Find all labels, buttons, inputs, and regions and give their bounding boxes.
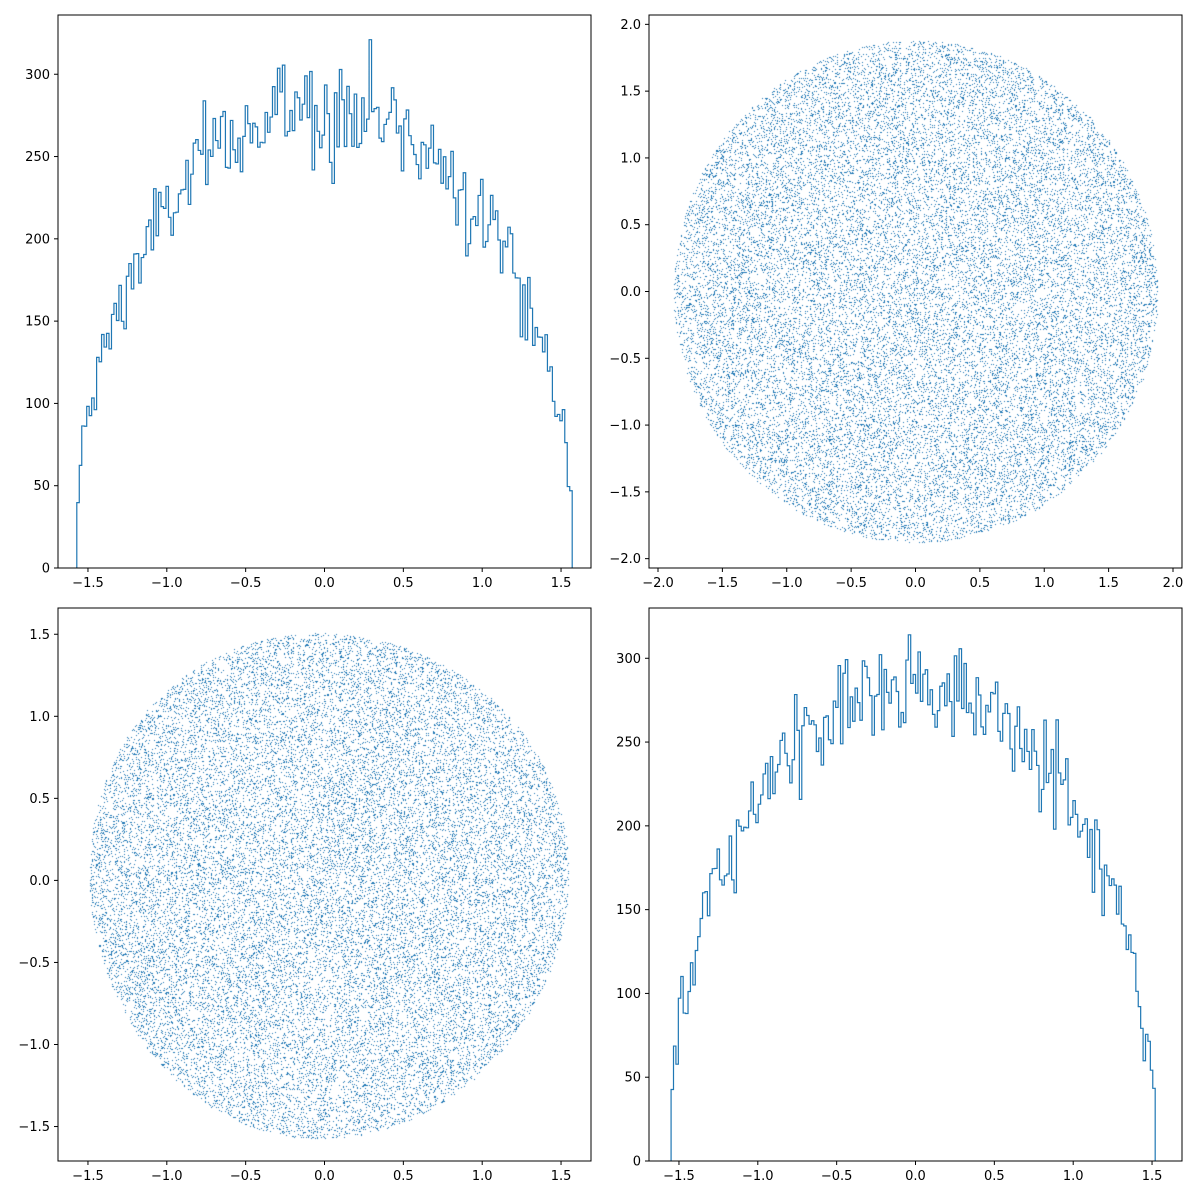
y-axis-ticks: −1.5 −1.0 −0.5 0.0 0.5 1.0 1.5 [18, 628, 58, 1135]
y-tick-label: 100 [616, 987, 641, 1002]
y-tick-label: −2.0 [609, 552, 641, 567]
x-tick-label: 1.0 [1034, 576, 1055, 591]
histogram-step-line [76, 39, 573, 568]
y-tick-label: −1.0 [609, 419, 641, 434]
y-tick-label: 0.5 [29, 792, 50, 807]
y-tick-label: 0.0 [620, 285, 641, 300]
y-tick-label: 1.5 [620, 85, 641, 100]
y-tick-label: 1.5 [29, 628, 50, 643]
y-tick-label: 300 [25, 68, 50, 83]
y-tick-label: 1.0 [29, 710, 50, 725]
y-tick-label: 0.0 [29, 874, 50, 889]
y-tick-label: 150 [25, 315, 50, 330]
y-tick-label: 150 [616, 903, 641, 918]
x-tick-label: 1.5 [1142, 1169, 1163, 1184]
x-axis-ticks: −1.5 −1.0 −0.5 0.0 0.5 1.0 1.5 [72, 1161, 571, 1184]
plot-area [58, 608, 591, 1161]
x-tick-label: 0.0 [314, 1169, 335, 1184]
y-tick-label: 2.0 [620, 18, 641, 33]
histogram-panel-top-left: −1.5 −1.0 −0.5 0.0 0.5 1.0 1.5 0 50 100 150 200 250… [25, 14, 592, 591]
y-tick-label: 250 [25, 150, 50, 165]
plot-area [76, 39, 573, 568]
y-tick-label: 50 [624, 1071, 641, 1086]
x-tick-label: −1.5 [707, 576, 739, 591]
x-tick-label: 0.5 [393, 576, 414, 591]
x-axis-ticks: −2.0 −1.5 −1.0 −0.5 0.0 0.5 1.0 1.5 2.0 [642, 568, 1183, 591]
y-tick-label: 200 [616, 819, 641, 834]
y-axis-ticks: 0 50 100 150 200 250 300 [25, 68, 58, 577]
x-tick-label: 1.5 [551, 1169, 572, 1184]
scatter-point-cloud [649, 15, 1182, 568]
x-axis-ticks: −1.5 −1.0 −0.5 0.0 0.5 1.0 1.5 [72, 568, 571, 591]
y-tick-label: 300 [616, 652, 641, 667]
y-tick-label: −1.5 [609, 485, 641, 500]
x-tick-label: −1.0 [742, 1169, 774, 1184]
x-tick-label: −1.0 [151, 1169, 183, 1184]
y-tick-label: 50 [33, 479, 50, 494]
x-tick-label: −0.5 [835, 576, 867, 591]
x-tick-label: 0.0 [314, 576, 335, 591]
y-tick-label: 100 [25, 397, 50, 412]
x-tick-label: −1.5 [72, 1169, 104, 1184]
x-tick-label: 0.0 [905, 576, 926, 591]
y-tick-label: −1.5 [18, 1120, 50, 1135]
x-tick-label: −1.5 [663, 1169, 695, 1184]
y-tick-label: −0.5 [18, 956, 50, 971]
y-axis-ticks: 0 50 100 150 200 250 300 [616, 652, 649, 1170]
x-axis-ticks: −1.5 −1.0 −0.5 0.0 0.5 1.0 1.5 [663, 1161, 1162, 1184]
x-tick-label: 0.5 [970, 576, 991, 591]
x-tick-label: −1.5 [72, 576, 104, 591]
x-tick-label: 0.5 [984, 1169, 1005, 1184]
plot-area [670, 634, 1156, 1161]
x-tick-label: −1.0 [151, 576, 183, 591]
y-tick-label: −1.0 [18, 1038, 50, 1053]
scatter-point-cloud [58, 608, 591, 1161]
x-tick-label: 1.0 [472, 1169, 493, 1184]
scatter-panel-top-right: −2.0 −1.5 −1.0 −0.5 0.0 0.5 1.0 1.5 2.0 −2.0 −1.5… [609, 14, 1183, 591]
plot-area [649, 15, 1182, 568]
x-tick-label: −0.5 [821, 1169, 853, 1184]
x-tick-label: 0.5 [393, 1169, 414, 1184]
x-tick-label: 2.0 [1163, 576, 1184, 591]
y-tick-label: 200 [25, 232, 50, 247]
x-tick-label: −2.0 [642, 576, 674, 591]
scatter-panel-bottom-left: −1.5 −1.0 −0.5 0.0 0.5 1.0 1.5 −1.5 −1.0 −0.5 0.0… [18, 607, 592, 1184]
y-tick-label: −0.5 [609, 352, 641, 367]
x-tick-label: 1.5 [1098, 576, 1119, 591]
histogram-step-line [670, 634, 1156, 1161]
y-tick-label: 0 [633, 1155, 641, 1170]
x-tick-label: −1.0 [771, 576, 803, 591]
y-axis-ticks: −2.0 −1.5 −1.0 −0.5 0.0 0.5 1.0 1.5 2.0 [609, 18, 649, 567]
x-tick-label: 1.0 [472, 576, 493, 591]
x-tick-label: 1.0 [1063, 1169, 1084, 1184]
x-tick-label: 1.5 [551, 576, 572, 591]
y-tick-label: 250 [616, 736, 641, 751]
y-tick-label: 1.0 [620, 151, 641, 166]
y-tick-label: 0 [42, 562, 50, 577]
x-tick-label: −0.5 [230, 1169, 262, 1184]
x-tick-label: 0.0 [905, 1169, 926, 1184]
histogram-panel-bottom-right: −1.5 −1.0 −0.5 0.0 0.5 1.0 1.5 0 50 100 150 200 250… [616, 607, 1183, 1184]
x-tick-label: −0.5 [230, 576, 262, 591]
y-tick-label: 0.5 [620, 218, 641, 233]
